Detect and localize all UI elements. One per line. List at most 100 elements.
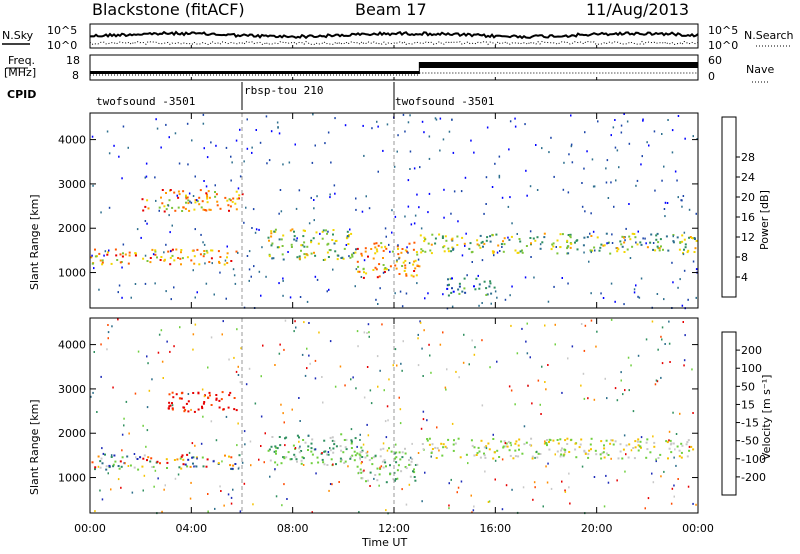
data-cell [180,249,183,251]
data-cell [156,256,158,259]
data-cell [363,469,365,472]
data-cell [189,200,191,203]
data-cell [166,340,168,343]
data-cell [531,402,533,405]
data-cell [361,477,364,480]
data-cell [155,118,157,121]
data-cell [144,282,147,285]
data-cell [383,459,386,462]
data-cell [628,443,631,446]
data-cell [330,161,332,164]
freq-label-line2: [MHz] [4,66,37,79]
data-cell [496,360,498,363]
data-cell [458,376,460,379]
data-cell [196,457,198,460]
data-cell [568,451,571,453]
data-cell [228,358,230,361]
data-cell [442,443,445,446]
data-cell [545,442,548,445]
data-cell [203,395,206,398]
data-cell [304,256,307,259]
data-cell [217,462,220,465]
data-cell [416,264,419,267]
data-cell [243,430,246,433]
data-cell [299,445,301,448]
noise-sky-label: N.Sky [2,29,34,42]
data-cell [237,374,240,376]
data-cell [94,510,96,513]
data-cell [417,337,419,340]
data-cell [439,117,442,120]
data-cell [146,406,149,409]
data-cell [506,445,509,448]
data-cell [282,234,285,237]
data-cell [427,211,429,214]
data-cell [372,257,375,260]
data-cell [492,438,495,440]
data-cell [564,439,567,442]
data-cell [367,479,369,482]
data-cell [442,138,445,141]
data-cell [665,235,668,238]
data-cell [368,459,371,462]
data-cell [682,253,685,256]
data-cell [475,277,478,280]
data-cell [104,453,106,456]
data-cell [376,120,378,123]
data-cell [175,248,178,251]
data-cell [203,401,206,403]
data-cell [489,280,492,283]
data-cell [337,254,340,257]
data-cell [366,450,369,453]
data-cell [202,113,205,116]
data-cell [457,220,459,223]
data-cell [168,199,171,202]
data-cell [419,321,422,324]
data-cell [660,475,662,478]
data-cell [294,320,296,323]
data-cell [618,166,620,169]
data-cell [201,456,204,459]
data-cell [683,248,685,251]
data-cell [304,229,306,232]
data-cell [386,123,389,126]
data-cell [347,465,349,468]
data-cell [416,253,419,256]
data-cell [104,250,107,253]
data-cell [419,234,422,237]
data-cell [191,139,193,142]
data-cell [672,240,675,243]
data-cell [550,487,553,490]
data-cell [274,364,276,366]
data-cell [463,242,466,245]
data-cell [218,262,221,264]
data-cell [560,453,563,456]
data-cell [443,216,445,219]
data-cell [333,242,336,245]
data-cell [485,203,487,205]
data-cell [648,144,650,147]
data-cell [478,304,480,307]
data-cell [645,441,648,444]
data-cell [501,508,504,511]
data-cell [246,147,249,150]
data-cell [535,144,537,146]
data-cell [261,246,263,249]
data-cell [219,271,221,274]
data-cell [406,246,408,249]
data-cell [416,282,418,285]
colorbar-tick-label: 15 [741,398,755,411]
data-cell [423,236,426,239]
y-tick-label: 2000 [58,427,86,440]
data-cell [640,163,642,166]
data-cell [530,256,532,258]
data-cell [462,361,465,364]
data-cell [492,433,494,436]
data-cell [222,408,225,411]
data-cell [113,454,116,457]
y-tick-label: 2000 [58,222,86,235]
data-cell [110,488,112,491]
data-cell [534,486,536,489]
data-cell [251,227,253,229]
data-cell [568,153,570,156]
